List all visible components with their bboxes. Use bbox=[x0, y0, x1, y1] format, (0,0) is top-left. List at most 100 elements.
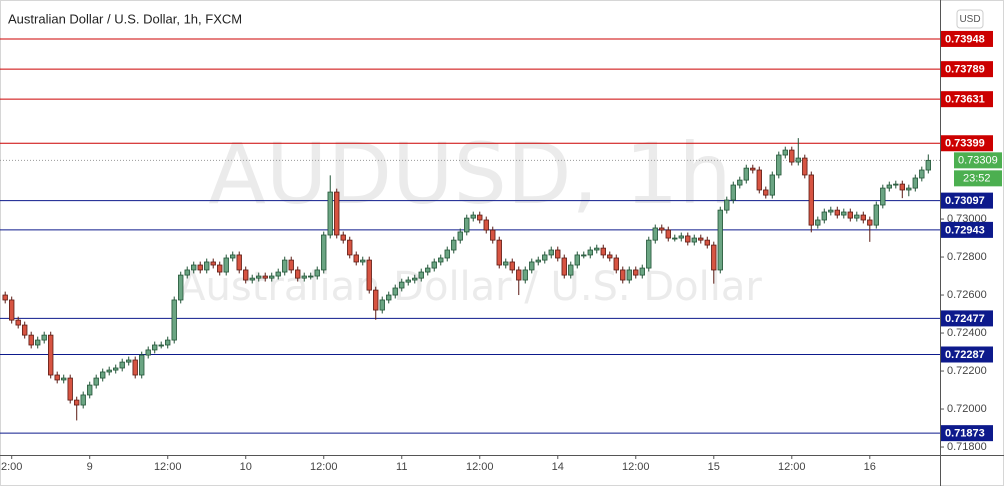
candle-body bbox=[106, 369, 112, 373]
level-label-bg bbox=[941, 221, 993, 238]
y-tick-label: 0.71800 bbox=[947, 441, 987, 453]
candle-body bbox=[379, 299, 385, 311]
x-tick-label: 12:00 bbox=[778, 461, 806, 473]
title-bg bbox=[2, 10, 250, 30]
candle-body bbox=[197, 264, 203, 271]
currency: USD bbox=[959, 14, 980, 25]
candle-body bbox=[399, 281, 405, 289]
candle-body bbox=[886, 184, 892, 189]
candle-body bbox=[665, 229, 671, 239]
y-tick-label: 0.72000 bbox=[947, 403, 987, 415]
candle-body bbox=[191, 264, 197, 271]
candle-body bbox=[509, 261, 515, 271]
candle-body bbox=[243, 269, 249, 281]
candle-body bbox=[646, 239, 652, 269]
candle-body bbox=[847, 211, 853, 219]
x-tick-label: 15 bbox=[708, 461, 720, 473]
x-tick-label: 16 bbox=[864, 461, 876, 473]
level-label-bg bbox=[941, 30, 993, 47]
level-label: 0.71873 bbox=[945, 428, 985, 440]
candle-body bbox=[152, 344, 158, 351]
candle-body bbox=[256, 275, 262, 279]
plot bbox=[0, 38, 940, 434]
candle-body bbox=[100, 371, 106, 379]
candle-body bbox=[139, 354, 145, 376]
candle-body bbox=[230, 254, 236, 259]
countdown-bg bbox=[954, 170, 1002, 187]
candle-body bbox=[639, 267, 645, 276]
candle-body bbox=[522, 269, 528, 281]
candle-body bbox=[652, 227, 658, 241]
y-tick-label: 0.72800 bbox=[947, 251, 987, 263]
candle-body bbox=[899, 183, 905, 191]
candle-body bbox=[87, 384, 93, 396]
candle-body bbox=[581, 254, 587, 257]
candle-body bbox=[763, 189, 769, 196]
candle-body bbox=[171, 299, 177, 341]
candle-body bbox=[178, 274, 184, 301]
candle-body bbox=[282, 259, 288, 273]
currency-box[interactable] bbox=[956, 9, 984, 29]
candle-body bbox=[366, 259, 372, 291]
candle-body bbox=[386, 294, 392, 301]
candle-body bbox=[659, 227, 665, 231]
candle-body bbox=[15, 319, 21, 326]
candle-body bbox=[535, 259, 541, 263]
candle-body bbox=[35, 339, 41, 346]
candle-body bbox=[145, 349, 151, 356]
candle-body bbox=[750, 167, 756, 171]
candle-body bbox=[373, 289, 379, 311]
candle-body bbox=[425, 267, 431, 273]
candle-body bbox=[470, 214, 476, 219]
candle-body bbox=[412, 277, 418, 281]
level-label-bg bbox=[941, 310, 993, 327]
candle-body bbox=[321, 234, 327, 271]
candle-body bbox=[815, 219, 821, 226]
candle-body bbox=[61, 377, 67, 381]
candle-body bbox=[334, 191, 340, 236]
candle-body bbox=[516, 269, 522, 281]
candle-body bbox=[873, 204, 879, 226]
candle-body bbox=[542, 254, 548, 261]
candle-body bbox=[711, 244, 717, 271]
candle-body bbox=[405, 279, 411, 283]
candle-body bbox=[925, 159, 931, 171]
candle-body bbox=[217, 264, 223, 273]
candle-body bbox=[9, 299, 15, 321]
candle-body bbox=[93, 377, 99, 386]
candle-body bbox=[288, 259, 294, 271]
candle-body bbox=[327, 191, 333, 236]
candle-body bbox=[249, 277, 255, 281]
candle-body bbox=[893, 183, 899, 186]
x-tick-label: 14 bbox=[552, 461, 564, 473]
candle-body bbox=[262, 275, 268, 279]
candle-body bbox=[438, 257, 444, 263]
candle-body bbox=[821, 211, 827, 221]
candle-body bbox=[600, 247, 606, 256]
x-tick-label: 12:00 bbox=[154, 461, 182, 473]
candle-body bbox=[295, 269, 301, 279]
candle-body bbox=[418, 271, 424, 279]
candle-body bbox=[477, 214, 483, 221]
candle-body bbox=[587, 249, 593, 256]
candle-body bbox=[74, 399, 80, 406]
candle-body bbox=[184, 269, 190, 276]
candle-body bbox=[269, 275, 275, 279]
candle-body bbox=[743, 167, 749, 181]
candle-body bbox=[464, 217, 470, 233]
candle-body bbox=[301, 275, 307, 279]
y-tick-label: 0.72600 bbox=[947, 289, 987, 301]
candle-body bbox=[483, 219, 489, 231]
level-label-bg bbox=[941, 425, 993, 442]
candle-body bbox=[223, 257, 229, 273]
x-tick-label: 2:00 bbox=[1, 461, 22, 473]
candle-body bbox=[340, 234, 346, 241]
candle-body bbox=[808, 174, 814, 226]
candle-body bbox=[704, 239, 710, 246]
candle-body bbox=[126, 359, 132, 363]
last-price-label: 0.73309 bbox=[958, 155, 998, 167]
candle-body bbox=[568, 264, 574, 276]
level-label: 0.73399 bbox=[945, 138, 985, 150]
